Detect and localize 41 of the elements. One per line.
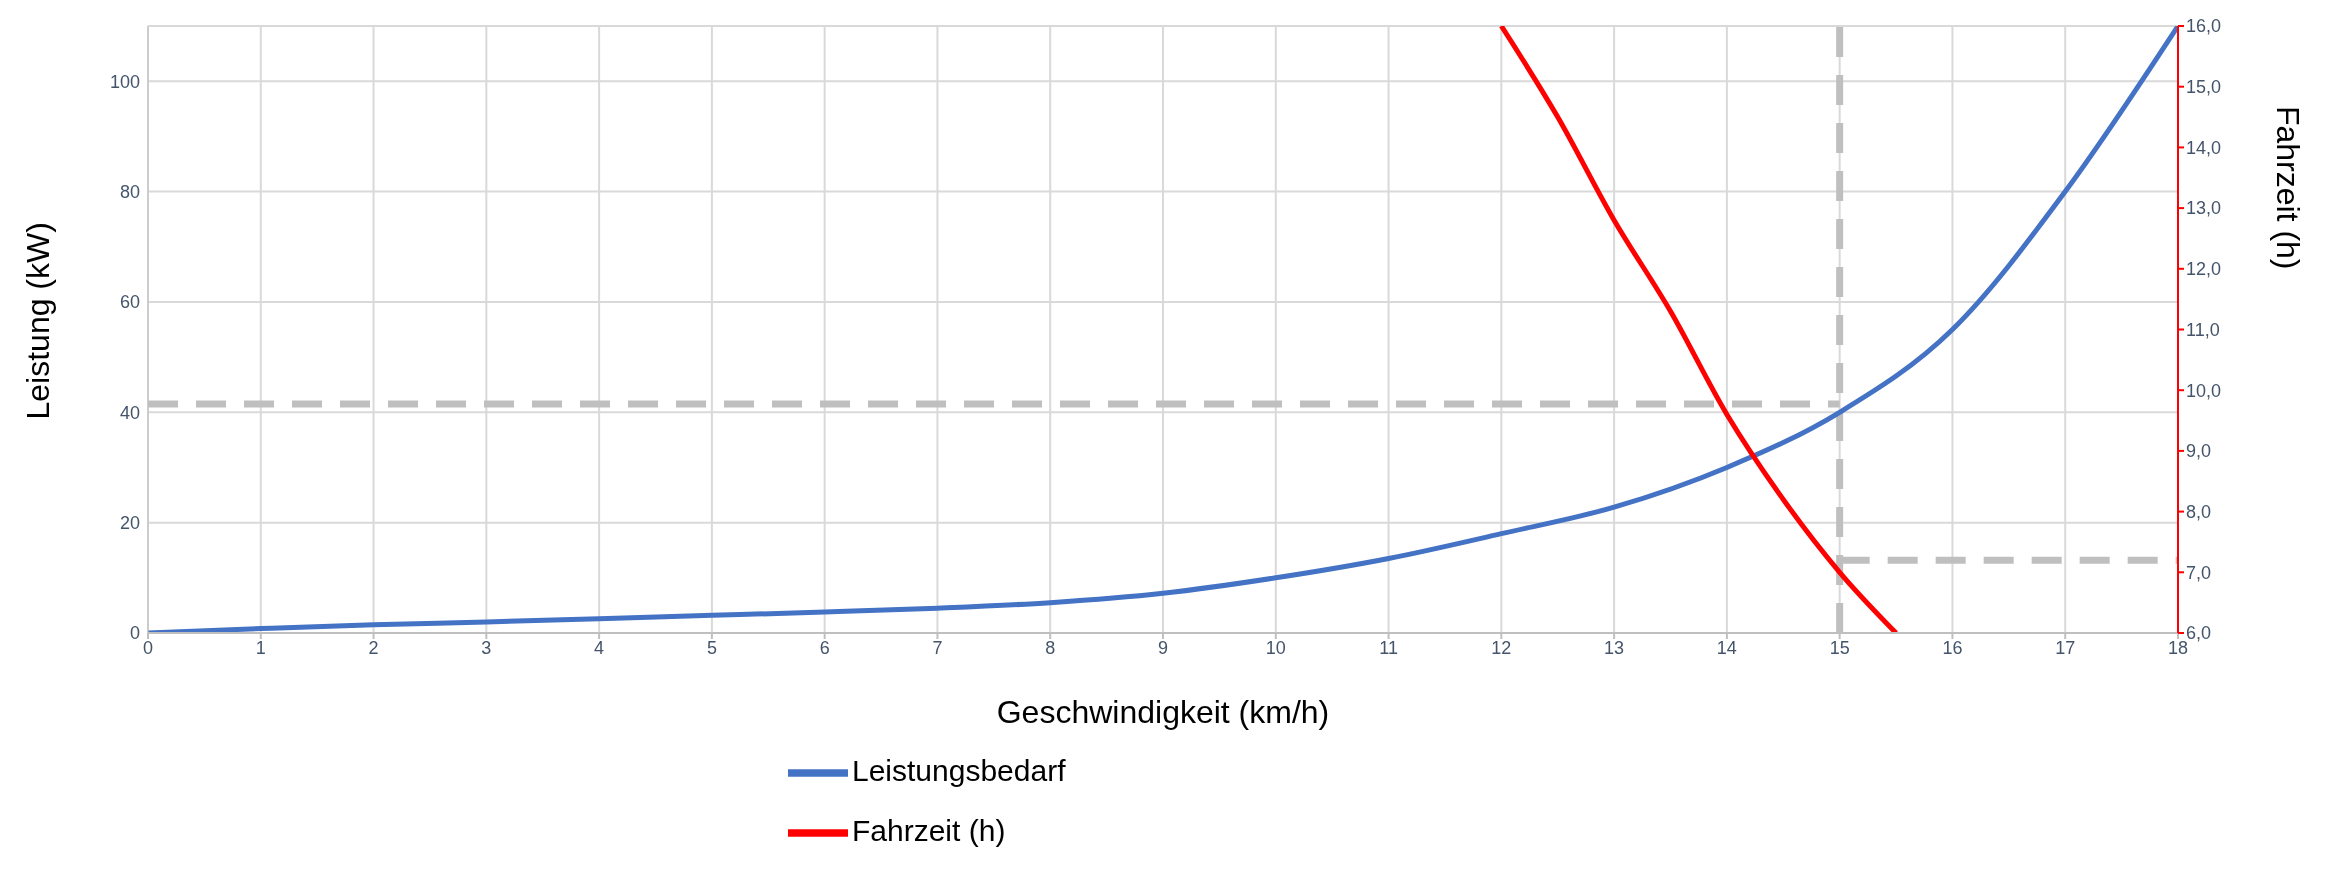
y2-tick-label: 16,0 [2186, 16, 2222, 37]
y-tick-label: 60 [119, 292, 140, 313]
y2-tick-label: 11,0 [2186, 319, 2220, 340]
y-axis-title: Leistung (kW) [20, 222, 57, 420]
y-tick-label: 80 [119, 181, 140, 202]
x-tick-label: 15 [1829, 637, 1850, 658]
legend-label: Leistungsbedarf [852, 753, 1066, 787]
x-tick-label: 17 [2055, 637, 2076, 658]
y2-tick-label: 14,0 [2186, 137, 2222, 158]
y-tick-label: 0 [129, 623, 140, 644]
x-tick-label: 6 [819, 637, 830, 658]
x-tick-label: 13 [1604, 637, 1625, 658]
x-tick-label: 16 [1942, 637, 1963, 658]
x-tick-label: 8 [1045, 637, 1056, 658]
x-tick-label: 7 [932, 637, 943, 658]
x-tick-label: 0 [142, 637, 154, 658]
x-tick-label: 5 [706, 637, 717, 658]
x-tick-label: 14 [1716, 637, 1737, 658]
y2-tick-label: 10,0 [2186, 380, 2222, 401]
y2-tick-label: 8,0 [2186, 501, 2212, 522]
x-tick-label: 3 [481, 637, 492, 658]
y2-tick-label: 15,0 [2186, 77, 2222, 98]
legend-label: Fahrzeit (h) [852, 813, 1006, 847]
x-tick-label: 18 [2167, 637, 2189, 658]
y-tick-label: 100 [109, 71, 140, 92]
x-tick-label: 9 [1157, 637, 1169, 658]
x-tick-label: 2 [368, 637, 379, 658]
y2-tick-label: 7,0 [2186, 562, 2212, 583]
y2-tick-label: 6,0 [2186, 623, 2212, 644]
x-tick-label: 4 [594, 637, 605, 658]
y2-tick-label: 13,0 [2186, 198, 2222, 219]
y-tick-label: 40 [119, 402, 140, 423]
y-tick-label: 20 [119, 513, 140, 534]
y2-tick-label: 12,0 [2186, 259, 2222, 280]
x-tick-label: 11 [1379, 637, 1398, 658]
x-tick-label: 10 [1265, 637, 1286, 658]
y2-tick-label: 9,0 [2186, 441, 2212, 462]
y2-axis-title: Fahrzeit (h) [2269, 105, 2306, 270]
x-tick-label: 12 [1491, 637, 1512, 658]
x-axis-title: Geschwindigkeit (km/h) [996, 694, 1330, 730]
x-tick-label: 1 [255, 637, 266, 658]
